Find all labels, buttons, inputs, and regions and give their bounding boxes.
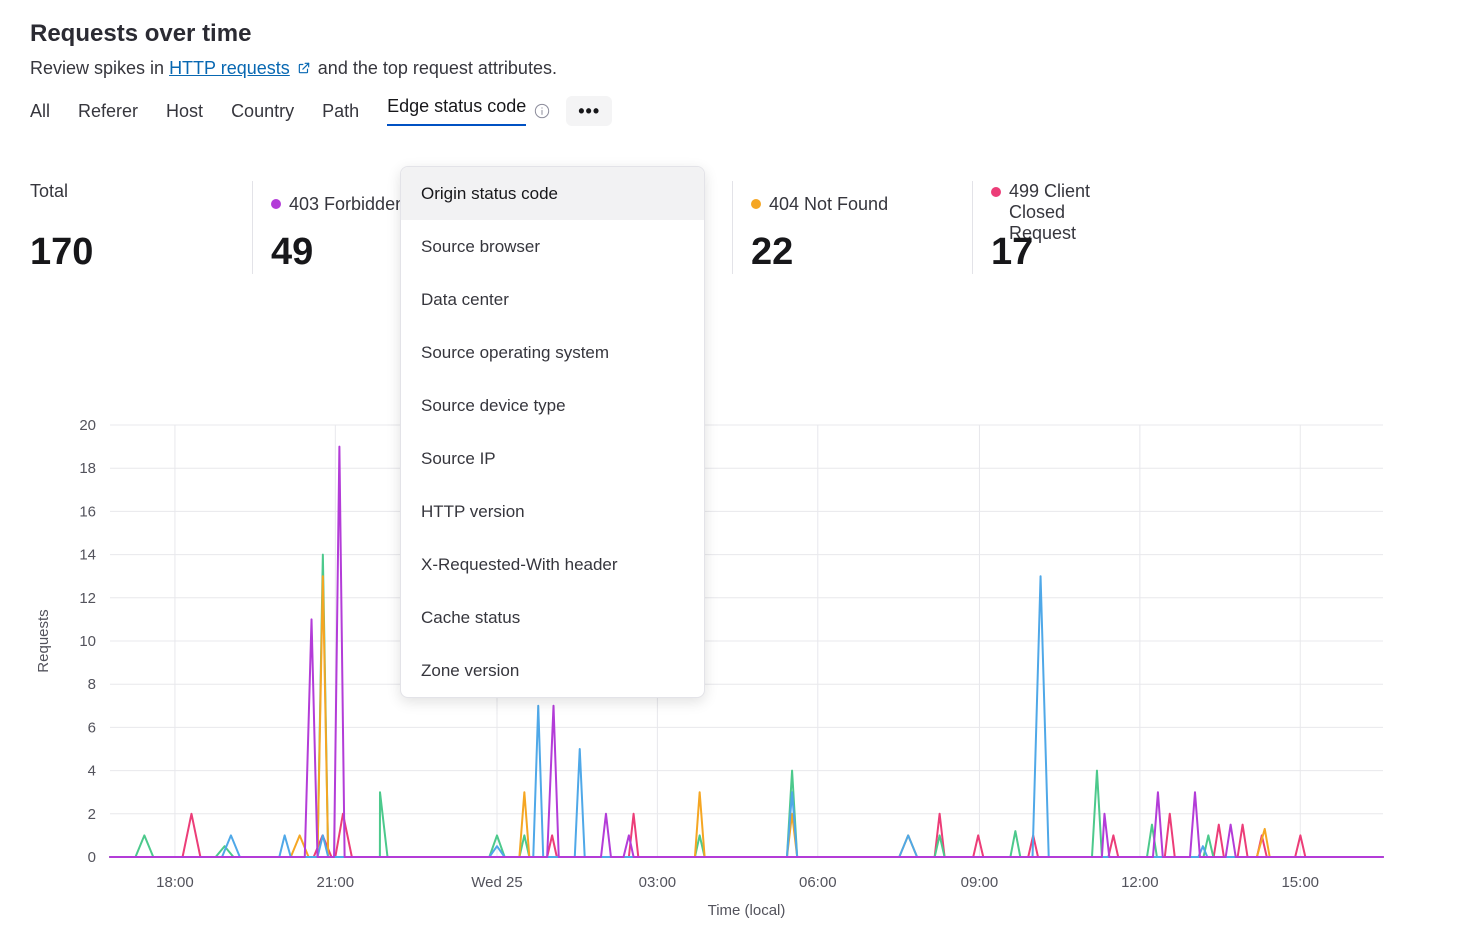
svg-text:Time (local): Time (local) <box>708 902 786 919</box>
svg-text:Wed 25: Wed 25 <box>471 874 522 891</box>
svg-text:14: 14 <box>79 547 96 564</box>
svg-text:2: 2 <box>88 806 96 823</box>
svg-text:0: 0 <box>88 849 96 866</box>
svg-text:6: 6 <box>88 719 96 736</box>
svg-text:12: 12 <box>79 590 96 607</box>
svg-text:18: 18 <box>79 460 96 477</box>
svg-text:10: 10 <box>79 633 96 650</box>
svg-text:18:00: 18:00 <box>156 874 194 891</box>
svg-text:16: 16 <box>79 503 96 520</box>
svg-text:4: 4 <box>88 763 96 780</box>
svg-text:12:00: 12:00 <box>1121 874 1159 891</box>
svg-text:21:00: 21:00 <box>317 874 355 891</box>
svg-text:15:00: 15:00 <box>1281 874 1319 891</box>
svg-text:20: 20 <box>79 417 96 434</box>
svg-text:09:00: 09:00 <box>961 874 999 891</box>
svg-text:8: 8 <box>88 676 96 693</box>
svg-text:06:00: 06:00 <box>799 874 837 891</box>
svg-text:Requests: Requests <box>35 609 52 672</box>
svg-text:03:00: 03:00 <box>639 874 677 891</box>
